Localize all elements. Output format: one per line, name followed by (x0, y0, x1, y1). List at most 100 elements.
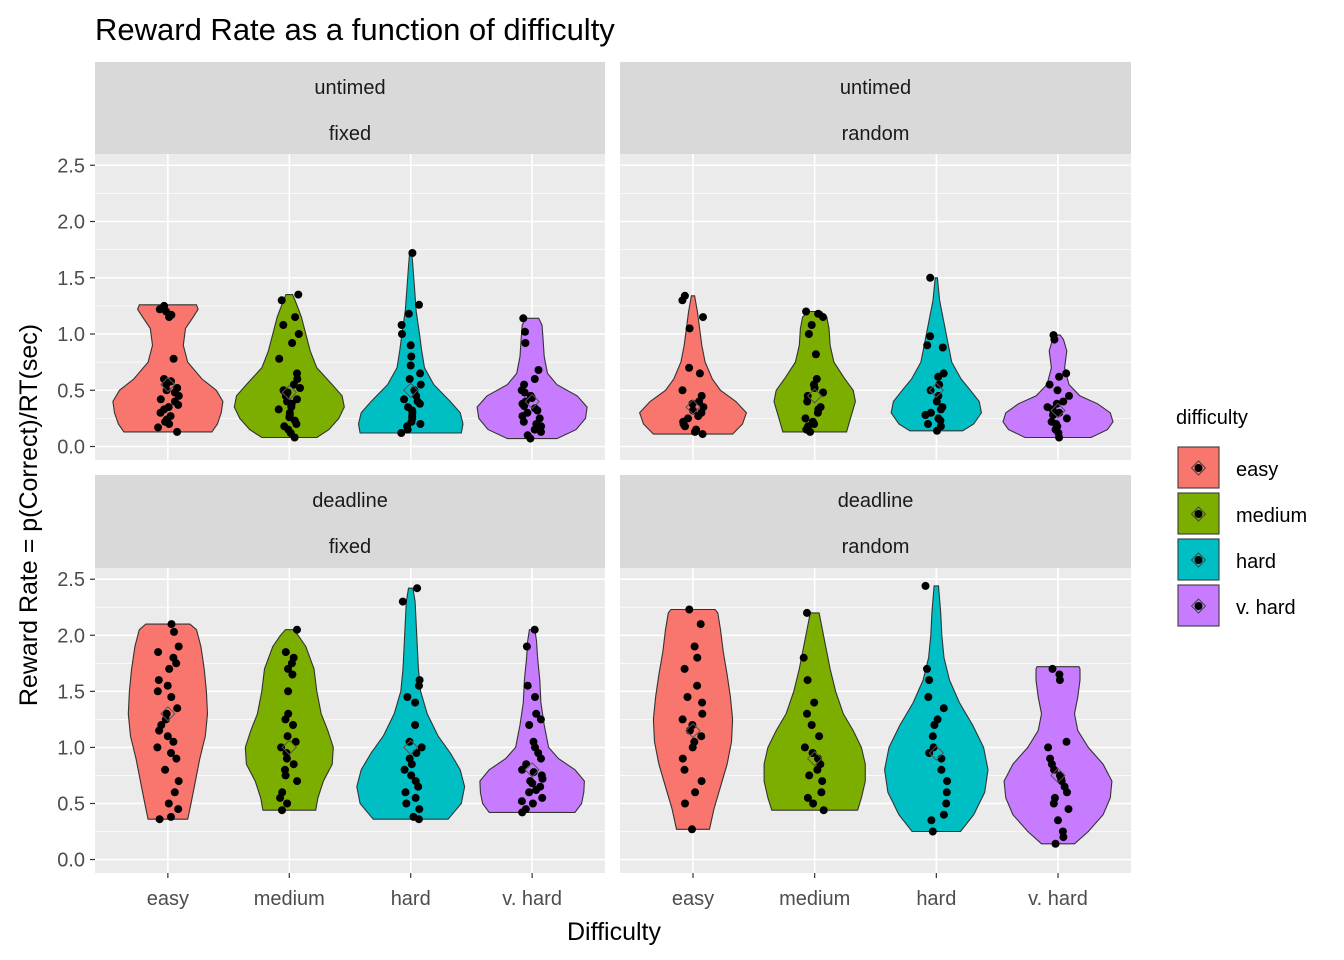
data-point (526, 777, 535, 786)
data-point (160, 301, 169, 310)
data-point (278, 788, 287, 797)
data-point (1054, 816, 1062, 825)
data-point (408, 249, 417, 257)
data-point (1049, 331, 1058, 340)
mean-marker (928, 745, 945, 761)
data-point (288, 339, 297, 347)
data-point (536, 782, 545, 791)
data-point (165, 664, 174, 673)
data-point (400, 765, 409, 774)
mean-marker (524, 393, 540, 410)
y-tick-label: 1.0 (57, 737, 85, 759)
data-point (803, 608, 811, 617)
data-point (678, 754, 687, 763)
data-point (1052, 399, 1061, 408)
data-point (289, 653, 298, 662)
data-point (815, 732, 824, 741)
violin-easy (652, 608, 734, 830)
data-point (811, 350, 820, 359)
mean-marker (160, 706, 176, 722)
data-point (1044, 743, 1053, 752)
data-point (1055, 670, 1064, 679)
data-point (685, 605, 694, 614)
data-point (521, 805, 530, 814)
data-point (819, 806, 828, 815)
data-point (161, 765, 170, 774)
data-point (926, 273, 935, 282)
legend-key-point (1194, 464, 1203, 472)
data-point (173, 427, 182, 436)
data-point (291, 737, 300, 746)
data-point (156, 395, 165, 404)
legend-key-point (1194, 510, 1203, 518)
data-point (404, 403, 412, 412)
strip-label: deadline (312, 490, 388, 512)
data-point (163, 681, 172, 690)
data-point (1062, 737, 1071, 746)
data-point (284, 664, 292, 673)
x-tick-label: hard (916, 888, 956, 910)
data-point (692, 425, 701, 434)
data-point (939, 810, 948, 819)
strip-label: deadline (838, 490, 914, 512)
data-point (518, 765, 527, 774)
data-point (1047, 417, 1056, 426)
mean-marker (1050, 402, 1066, 419)
legend-label: easy (1236, 459, 1278, 481)
strip-background (620, 475, 1131, 568)
data-point (805, 771, 814, 780)
data-point (162, 709, 171, 718)
data-point (938, 343, 947, 352)
data-point (517, 797, 526, 806)
data-point (519, 314, 528, 323)
data-point (280, 422, 289, 431)
data-point (402, 799, 411, 808)
data-point (530, 625, 539, 634)
data-point (281, 648, 290, 657)
x-tick-label: easy (672, 888, 714, 910)
data-point (416, 369, 425, 378)
mean-marker (160, 376, 176, 393)
data-point (294, 330, 303, 338)
data-point (530, 375, 539, 383)
x-tick-label: hard (391, 888, 431, 910)
data-point (169, 354, 178, 363)
violin-hard (884, 585, 989, 833)
data-point (284, 709, 293, 718)
data-point (923, 664, 931, 673)
data-point (538, 793, 547, 802)
strip-label: untimed (314, 77, 385, 99)
data-point (523, 681, 532, 690)
legend-key-diamond (1190, 506, 1207, 522)
data-point (696, 620, 705, 629)
data-point (1050, 793, 1059, 802)
data-point (411, 793, 420, 802)
violin-easy (112, 304, 224, 433)
data-point (814, 309, 823, 318)
data-point (685, 324, 694, 333)
data-point (416, 420, 425, 428)
data-point (154, 676, 163, 685)
data-point (277, 296, 286, 305)
data-point (1064, 805, 1073, 814)
data-point (680, 291, 689, 300)
data-point (693, 653, 702, 662)
data-point (397, 321, 406, 329)
data-point (699, 403, 708, 412)
data-point (278, 806, 286, 815)
data-point (807, 721, 816, 729)
data-point (415, 805, 424, 814)
data-point (926, 408, 935, 417)
y-tick-label: 1.0 (57, 324, 85, 346)
data-point (537, 771, 546, 780)
data-point (942, 788, 951, 797)
data-point (170, 627, 178, 636)
x-axis-title: Difficulty (567, 918, 662, 946)
strip-background (95, 475, 605, 568)
violin-hard (890, 277, 982, 432)
data-point (532, 709, 541, 718)
legend-label: medium (1236, 505, 1307, 527)
mean-marker (685, 399, 701, 415)
data-point (699, 313, 707, 322)
data-point (411, 721, 420, 729)
